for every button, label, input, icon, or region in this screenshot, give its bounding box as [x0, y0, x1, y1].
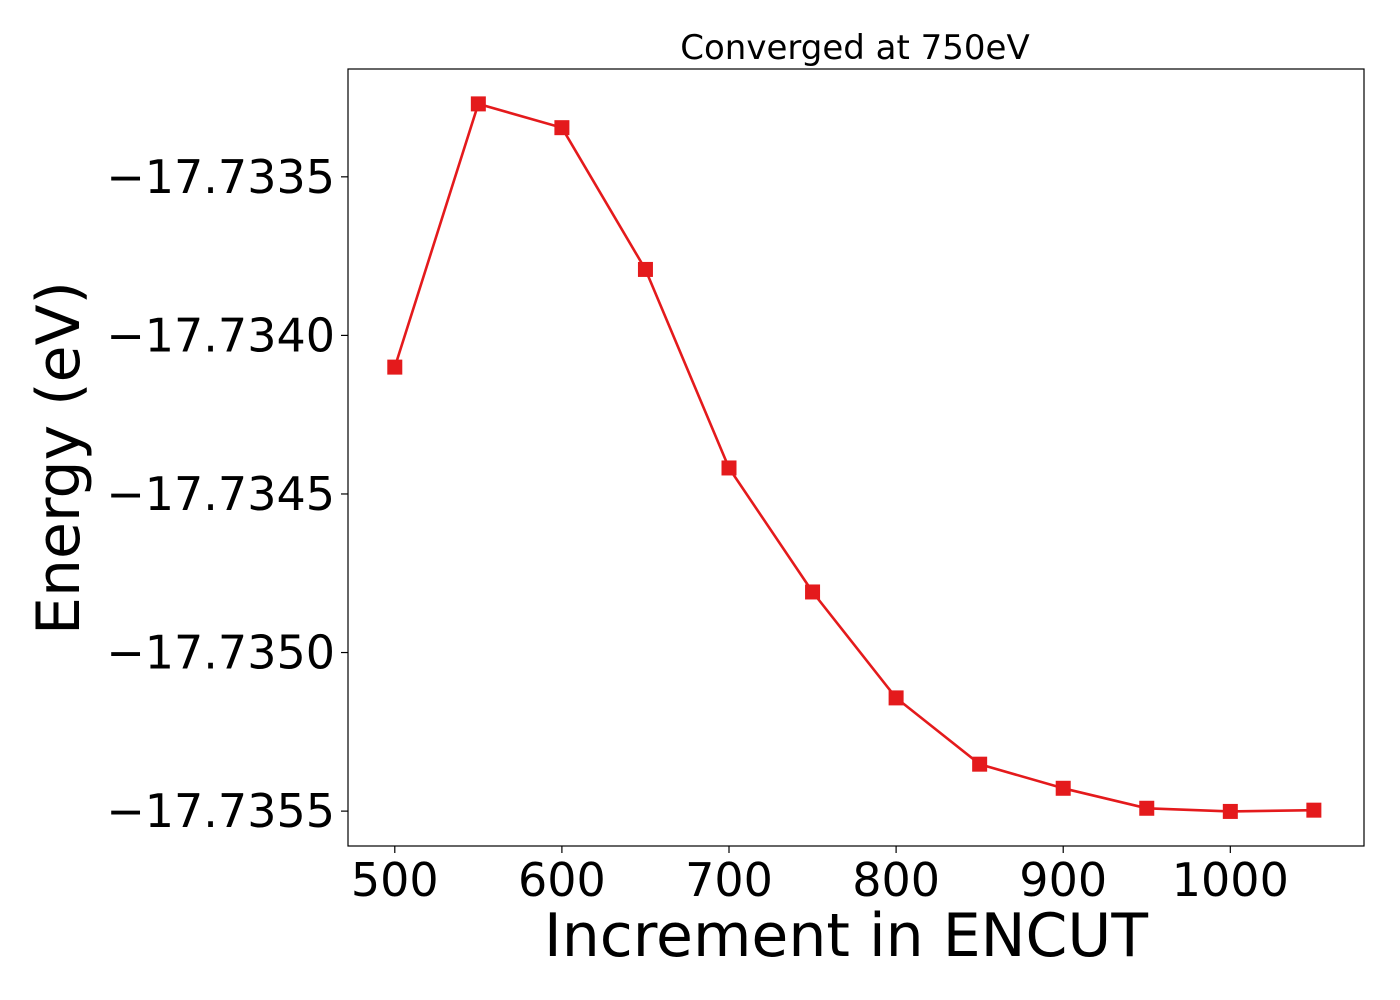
x-tick-label: 500	[351, 853, 439, 907]
data-point-marker	[1222, 803, 1238, 819]
data-point-marker	[470, 96, 486, 112]
data-point-marker	[805, 584, 821, 600]
x-tick-label: 1000	[1172, 853, 1289, 907]
y-tick-label: −17.7345	[106, 467, 335, 521]
data-point-marker	[554, 120, 570, 136]
data-point-marker	[1139, 800, 1155, 816]
data-point-marker	[1055, 780, 1071, 796]
y-tick-label: −17.7335	[106, 150, 335, 204]
x-tick-label: 700	[685, 853, 773, 907]
series-line	[393, 102, 1314, 813]
x-tick-label: 600	[518, 853, 606, 907]
x-axis-label: Increment in ENCUT	[544, 901, 1148, 971]
y-tick-label: −17.7350	[106, 626, 335, 680]
data-point-marker	[888, 690, 904, 706]
data-point-marker	[637, 261, 653, 277]
y-axis-label: Energy (eV)	[24, 281, 94, 635]
x-tick-label: 900	[1019, 853, 1107, 907]
x-tick-label: 800	[852, 853, 940, 907]
series-layer	[387, 96, 1322, 819]
data-point-marker	[972, 756, 988, 772]
data-point-marker	[387, 359, 403, 375]
plot-frame	[347, 68, 1365, 847]
tick-group: 500 600 700 800 900 1000 −17.7335 −17.7340 −17.7…	[106, 150, 1289, 907]
chart-title: Converged at 750eV	[680, 28, 1029, 68]
data-point-marker	[1306, 802, 1322, 818]
y-tick-label: −17.7340	[106, 308, 335, 362]
data-point-marker	[721, 460, 737, 476]
y-tick-label: −17.7355	[106, 784, 335, 838]
